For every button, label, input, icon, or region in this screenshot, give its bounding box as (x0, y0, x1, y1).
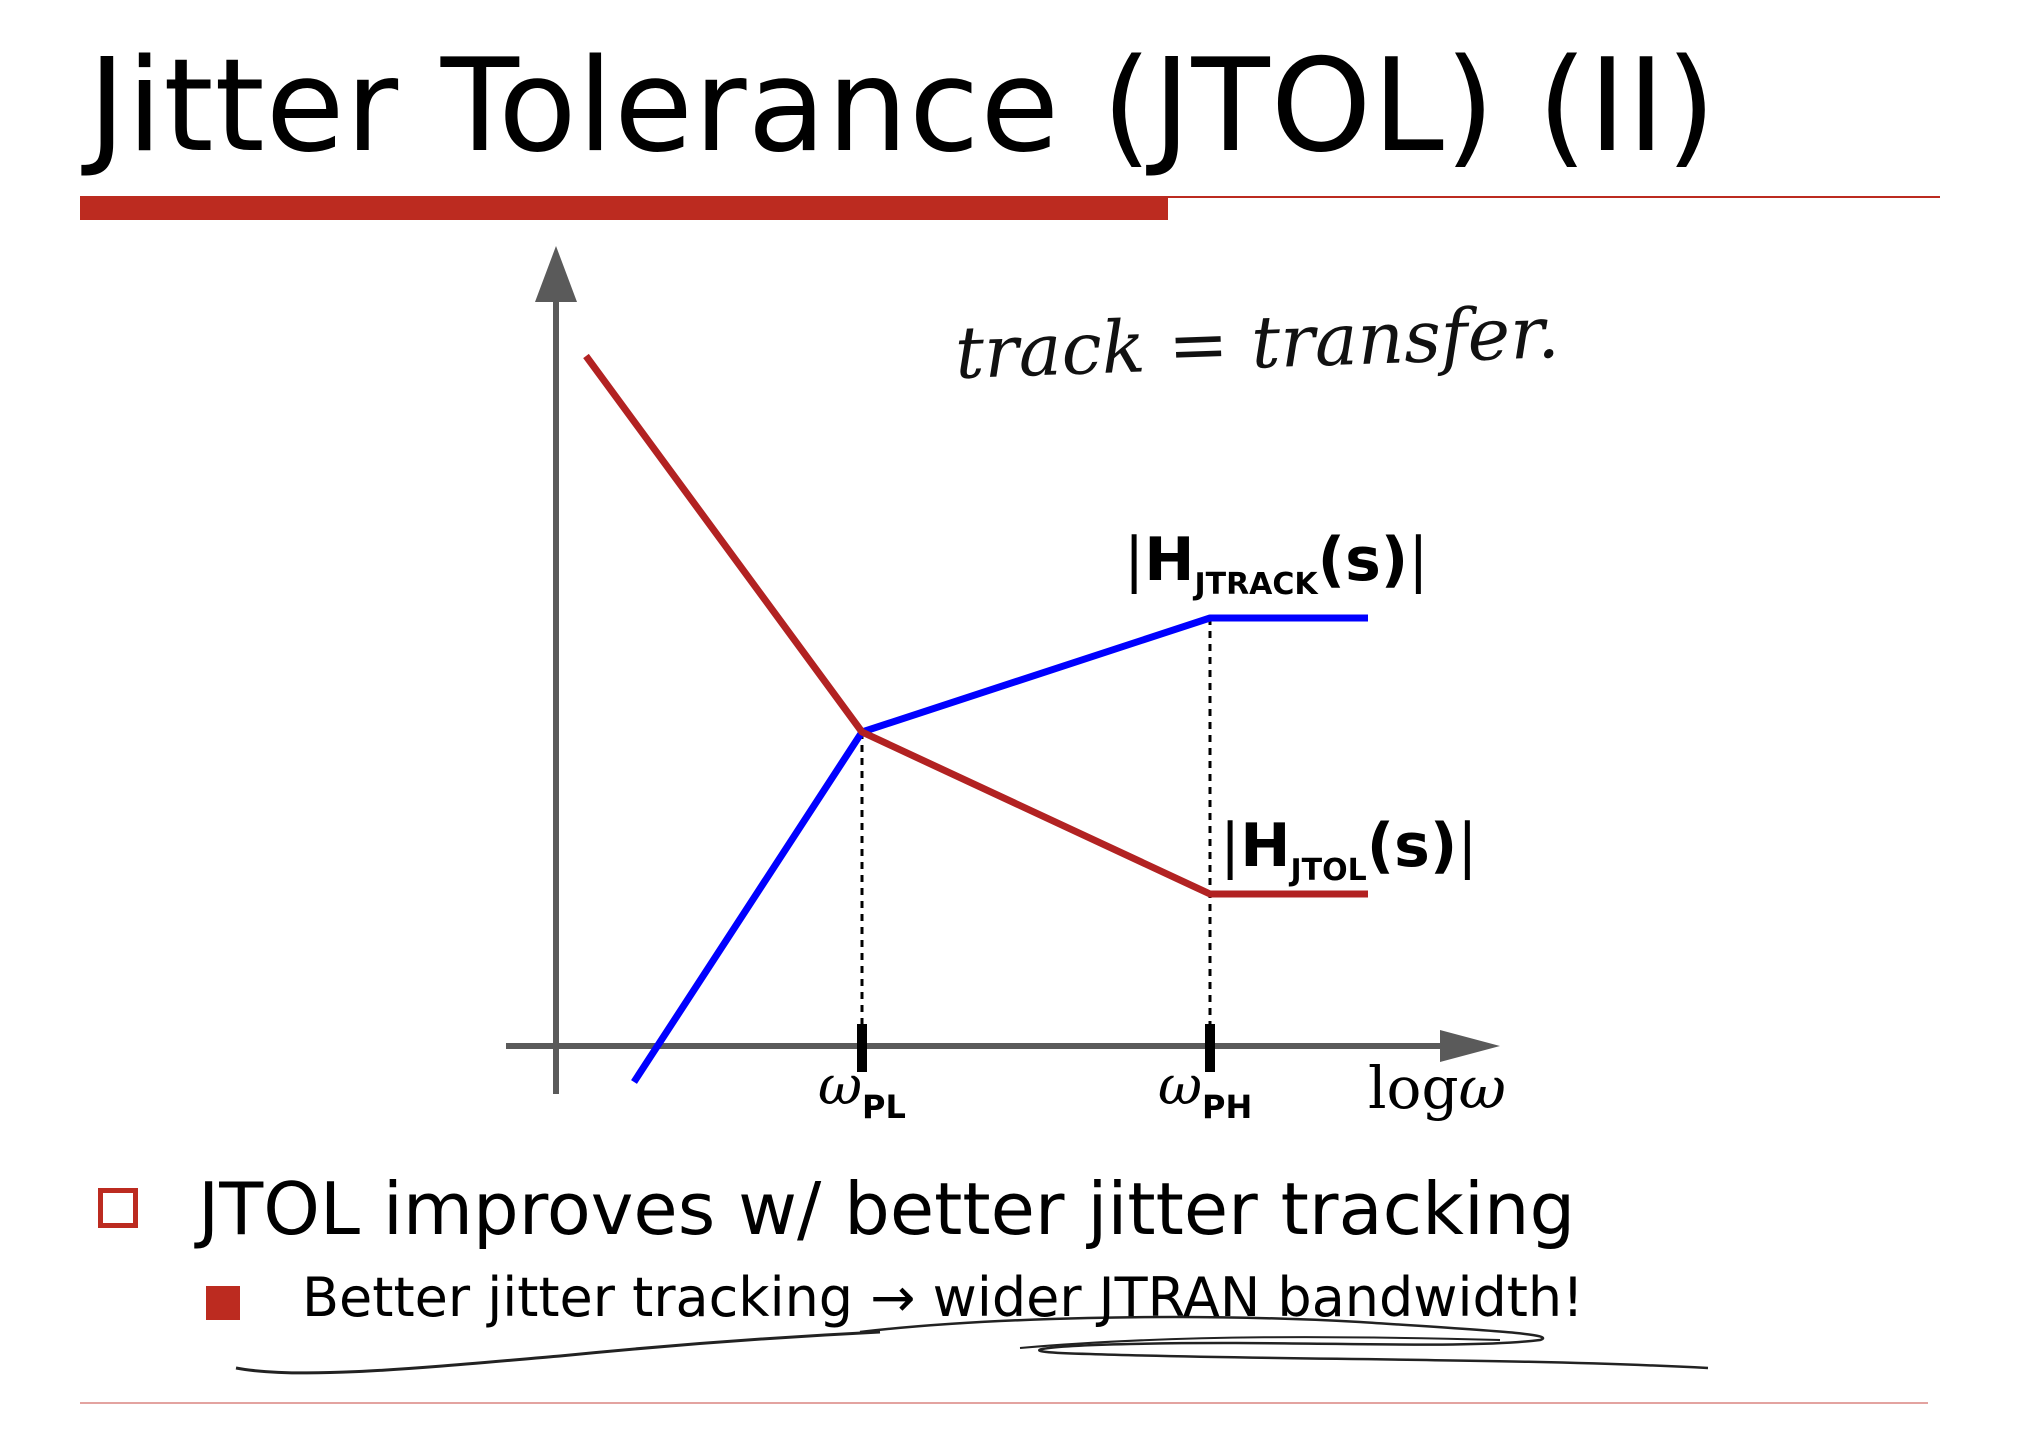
omega-pl-label: ωPL (818, 1054, 906, 1126)
x-axis-arrow-icon (1440, 1030, 1500, 1062)
jtrack-curve (631, 614, 1368, 1084)
handwritten-underline-stroke (859, 1315, 1709, 1370)
bullet-level2: Better jitter tracking → wider JTRAN ban… (302, 1266, 1584, 1329)
hollow-square-bullet-icon (98, 1188, 138, 1228)
title-underline-thin (1168, 196, 1940, 198)
handwritten-underline-stroke (1019, 1336, 1501, 1349)
handwritten-note: track = transfer. (954, 290, 1561, 395)
y-axis-arrow-icon (535, 246, 577, 302)
title-underline-thick (80, 196, 1168, 220)
filled-square-bullet-icon (206, 1286, 240, 1320)
jtol-label: |HJTOL(s)| (1220, 811, 1477, 888)
footer-divider (80, 1402, 1928, 1404)
jtol-curve (583, 353, 1368, 898)
omega-ph-tick (1205, 1024, 1215, 1072)
omega-ph-label: ωPH (1158, 1054, 1252, 1126)
slide-title: Jitter Tolerance (JTOL) (II) (88, 32, 1717, 181)
jtrack-label: |HJTRACK(s)| (1124, 525, 1428, 602)
x-axis-label: logω (1368, 1054, 1506, 1122)
omega-pl-tick (857, 1024, 867, 1072)
handwritten-underline-stroke (235, 1330, 881, 1375)
bullet-level1: JTOL improves w/ better jitter tracking (198, 1167, 1576, 1251)
